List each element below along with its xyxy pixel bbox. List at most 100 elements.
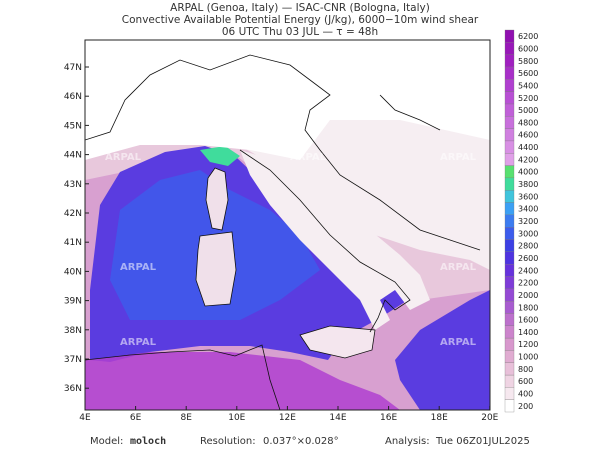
lat-label: 41N: [64, 238, 82, 248]
footer-label: Model:: [90, 436, 123, 447]
lon-label: 4E: [79, 413, 91, 423]
watermark: ARPAL: [440, 262, 477, 273]
colorbar-label: 1800: [518, 303, 538, 312]
watermark: ARPAL: [105, 152, 142, 163]
watermark: ARPAL: [95, 44, 132, 55]
colorbar-label: 6200: [518, 32, 538, 41]
lat-label: 42N: [64, 209, 82, 219]
colorbar-swatch: [504, 337, 515, 351]
colorbar-swatch: [504, 140, 515, 154]
colorbar-swatch: [504, 42, 515, 55]
colorbar-label: 4600: [518, 131, 538, 140]
lon-label: 18E: [431, 413, 448, 423]
colorbar-swatch: [504, 103, 515, 117]
colorbar-swatch: [504, 128, 515, 142]
lat-label: 38N: [64, 326, 82, 336]
lat-label: 45N: [64, 121, 82, 131]
footer-value: Tue 06Z01JUL2025: [435, 436, 530, 447]
colorbar-swatch: [504, 399, 515, 413]
colorbar-label: 5400: [518, 81, 538, 90]
colorbar-label: 2400: [518, 266, 538, 275]
colorbar-swatch: [504, 350, 515, 363]
colorbar-swatch: [504, 116, 515, 129]
colorbar-label: 3400: [518, 205, 538, 214]
colorbar-label: 2200: [518, 279, 538, 288]
colorbar-label: 5600: [518, 69, 538, 78]
lat-label: 40N: [64, 267, 82, 277]
watermark: ARPAL: [120, 262, 157, 273]
lon-label: 8E: [180, 413, 192, 423]
colorbar-swatch: [504, 288, 515, 302]
colorbar-swatch: [504, 66, 515, 80]
colorbar-swatch: [504, 202, 515, 215]
colorbar-swatch: [504, 153, 515, 166]
colorbar-swatch: [504, 177, 515, 191]
colorbar-swatch: [504, 79, 515, 92]
lon-label: 10E: [228, 413, 245, 423]
colorbar-label: 4400: [518, 143, 538, 152]
lon-label: 16E: [380, 413, 397, 423]
lon-label: 20E: [481, 413, 498, 423]
colorbar-label: 600: [518, 377, 533, 386]
colorbar-label: 4800: [518, 118, 538, 127]
lat-label: 46N: [64, 92, 82, 102]
lon-label: 12E: [279, 413, 296, 423]
lon-label: 14E: [329, 413, 346, 423]
colorbar-label: 800: [518, 365, 533, 374]
watermark: ARPAL: [240, 44, 277, 55]
colorbar-label: 1000: [518, 353, 538, 362]
colorbar-swatch: [504, 276, 515, 289]
watermark: ARPAL: [290, 152, 327, 163]
lat-label: 43N: [64, 180, 82, 190]
colorbar-swatch: [504, 190, 515, 203]
colorbar-swatch: [504, 300, 515, 314]
watermark: ARPAL: [120, 337, 157, 348]
lat-label: 44N: [64, 151, 82, 161]
colorbar-swatch: [504, 54, 515, 68]
colorbar-label: 2800: [518, 242, 538, 251]
colorbar-label: 5000: [518, 106, 538, 115]
colorbar-label: 6000: [518, 44, 538, 53]
colorbar-swatch: [504, 362, 515, 376]
lat-label: 39N: [64, 297, 82, 307]
footer-value: moloch: [130, 436, 166, 447]
colorbar-swatch: [504, 91, 515, 105]
colorbar-label: 1400: [518, 328, 538, 337]
colorbar-swatch: [504, 387, 515, 400]
colorbar-label: 3200: [518, 217, 538, 226]
colorbar-swatch: [504, 227, 515, 240]
lat-label: 36N: [64, 384, 82, 394]
footer-value: 0.037°×0.028°: [263, 436, 339, 447]
header-line: ARPAL (Genoa, Italy) — ISAC-CNR (Bologna…: [170, 2, 430, 14]
colorbar-swatch: [504, 313, 515, 326]
colorbar-label: 4000: [518, 168, 538, 177]
colorbar-label: 5200: [518, 94, 538, 103]
colorbar-label: 3000: [518, 229, 538, 238]
lat-label: 37N: [64, 355, 82, 365]
colorbar-swatch: [504, 29, 515, 43]
footer-label: Resolution:: [200, 436, 256, 447]
header-line: Convective Available Potential Energy (J…: [122, 14, 479, 26]
colorbar-swatch: [504, 251, 515, 265]
watermark: ARPAL: [440, 152, 477, 163]
colorbar-label: 2600: [518, 254, 538, 263]
colorbar-label: 400: [518, 390, 533, 399]
colorbar-label: 5800: [518, 57, 538, 66]
colorbar-label: 1600: [518, 316, 538, 325]
colorbar-swatch: [504, 239, 515, 252]
colorbar-label: 3800: [518, 180, 538, 189]
colorbar-swatch: [504, 165, 515, 179]
colorbar-label: 1200: [518, 340, 538, 349]
map-field: [85, 40, 490, 410]
colorbar-swatch: [504, 325, 515, 339]
colorbar-swatch: [504, 263, 515, 277]
lon-label: 6E: [130, 413, 142, 423]
colorbar-label: 4200: [518, 155, 538, 164]
colorbar-swatch: [504, 214, 515, 228]
colorbar-label: 2000: [518, 291, 538, 300]
watermark: ARPAL: [440, 44, 477, 55]
colorbar-swatch: [504, 374, 515, 388]
footer-label: Analysis:: [385, 436, 430, 447]
colorbar-label: 3600: [518, 192, 538, 201]
